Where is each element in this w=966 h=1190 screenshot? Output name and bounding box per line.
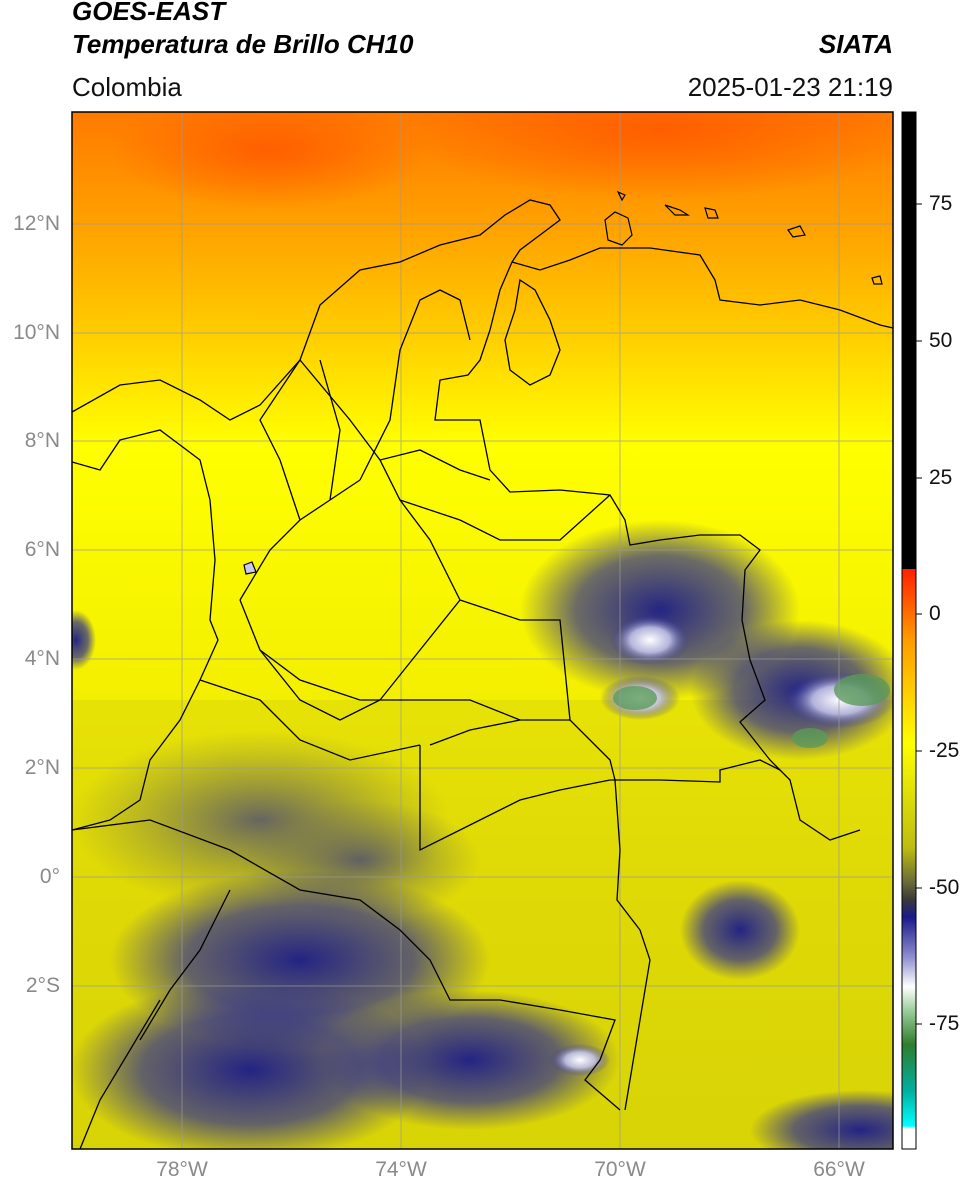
lat-label-4n: 4°N [24,647,60,670]
imagery-layer [72,112,893,1149]
lat-label-0: 0° [39,865,60,888]
lat-label-2s: 2°S [25,974,60,997]
colorbar-label-minus50: -50 [929,876,960,899]
datetime-label: 2025-01-23 21:19 [687,72,893,102]
colorbar-label-minus25: -25 [929,739,960,762]
lon-label-66w: 66°W [813,1158,865,1181]
islands [243,190,883,575]
colorbar-label-75: 75 [929,192,953,215]
colorbar-label-50: 50 [929,329,953,352]
lat-label-2n: 2°N [24,756,60,779]
lon-label-78w: 78°W [156,1158,208,1181]
colorbar-warm-segment [902,112,916,569]
lat-label-10n: 10°N [13,321,60,344]
graticule [72,112,893,1149]
lat-label-12n: 12°N [13,212,60,235]
organization-label: SIATA [818,29,893,59]
colorbar-label-25: 25 [929,466,953,489]
satellite-title: GOES-EAST [72,0,226,26]
colorbar-label-minus75: -75 [929,1012,960,1035]
map-frame [71,111,894,1150]
colorbar [901,111,922,1150]
lon-label-70w: 70°W [594,1158,646,1181]
region-label: Colombia [72,72,182,102]
country-borders [72,199,893,1149]
lon-label-74w: 74°W [375,1158,427,1181]
lat-label-8n: 8°N [24,429,60,452]
product-title: Temperatura de Brillo CH10 [72,29,414,59]
colorbar-gradient [902,569,916,1149]
colorbar-label-0: 0 [929,602,941,625]
lat-label-6n: 6°N [24,538,60,561]
